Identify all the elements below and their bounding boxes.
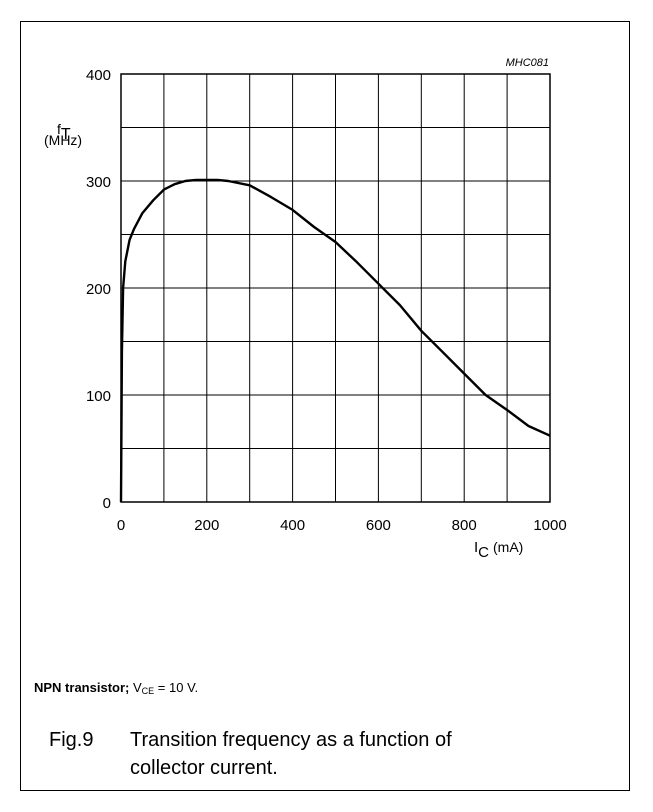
figure-number: Fig.9 (49, 729, 94, 751)
y-tick-label: 300 (86, 174, 111, 191)
y-axis-unit: (MHz) (44, 132, 82, 148)
caption-line-1: Transition frequency as a function of (130, 729, 452, 751)
figure-caption: Fig.9 Transition frequency as a function … (49, 726, 452, 782)
caption-line-2: collector current. (130, 757, 278, 779)
x-tick-label: 800 (452, 517, 477, 534)
chart-code: MHC081 (506, 57, 549, 69)
chart-grid (121, 74, 550, 502)
x-tick-label: 0 (117, 517, 125, 534)
x-tick-label: 600 (366, 517, 391, 534)
footnote: NPN transistor; VCE = 10 V. (34, 680, 198, 696)
x-tick-label: 400 (280, 517, 305, 534)
y-tick-label: 0 (103, 495, 111, 512)
tick-labels: 0 200 400 600 800 1000 0 100 200 300 400 (86, 67, 567, 534)
x-axis-label: IC (mA) (474, 539, 523, 561)
series-line (119, 178, 551, 503)
y-tick-label: 200 (86, 281, 111, 298)
plot-border (120, 73, 551, 503)
figure-frame (20, 21, 630, 791)
x-tick-label: 1000 (533, 517, 566, 534)
footnote-rest: = 10 V. (157, 680, 199, 695)
y-tick-label: 100 (86, 388, 111, 405)
footnote-bold: NPN transistor; (34, 680, 130, 695)
x-tick-label: 200 (194, 517, 219, 534)
y-axis-label: fT (57, 121, 71, 143)
footnote-param: VCE (132, 680, 155, 696)
y-tick-label: 400 (86, 67, 111, 84)
